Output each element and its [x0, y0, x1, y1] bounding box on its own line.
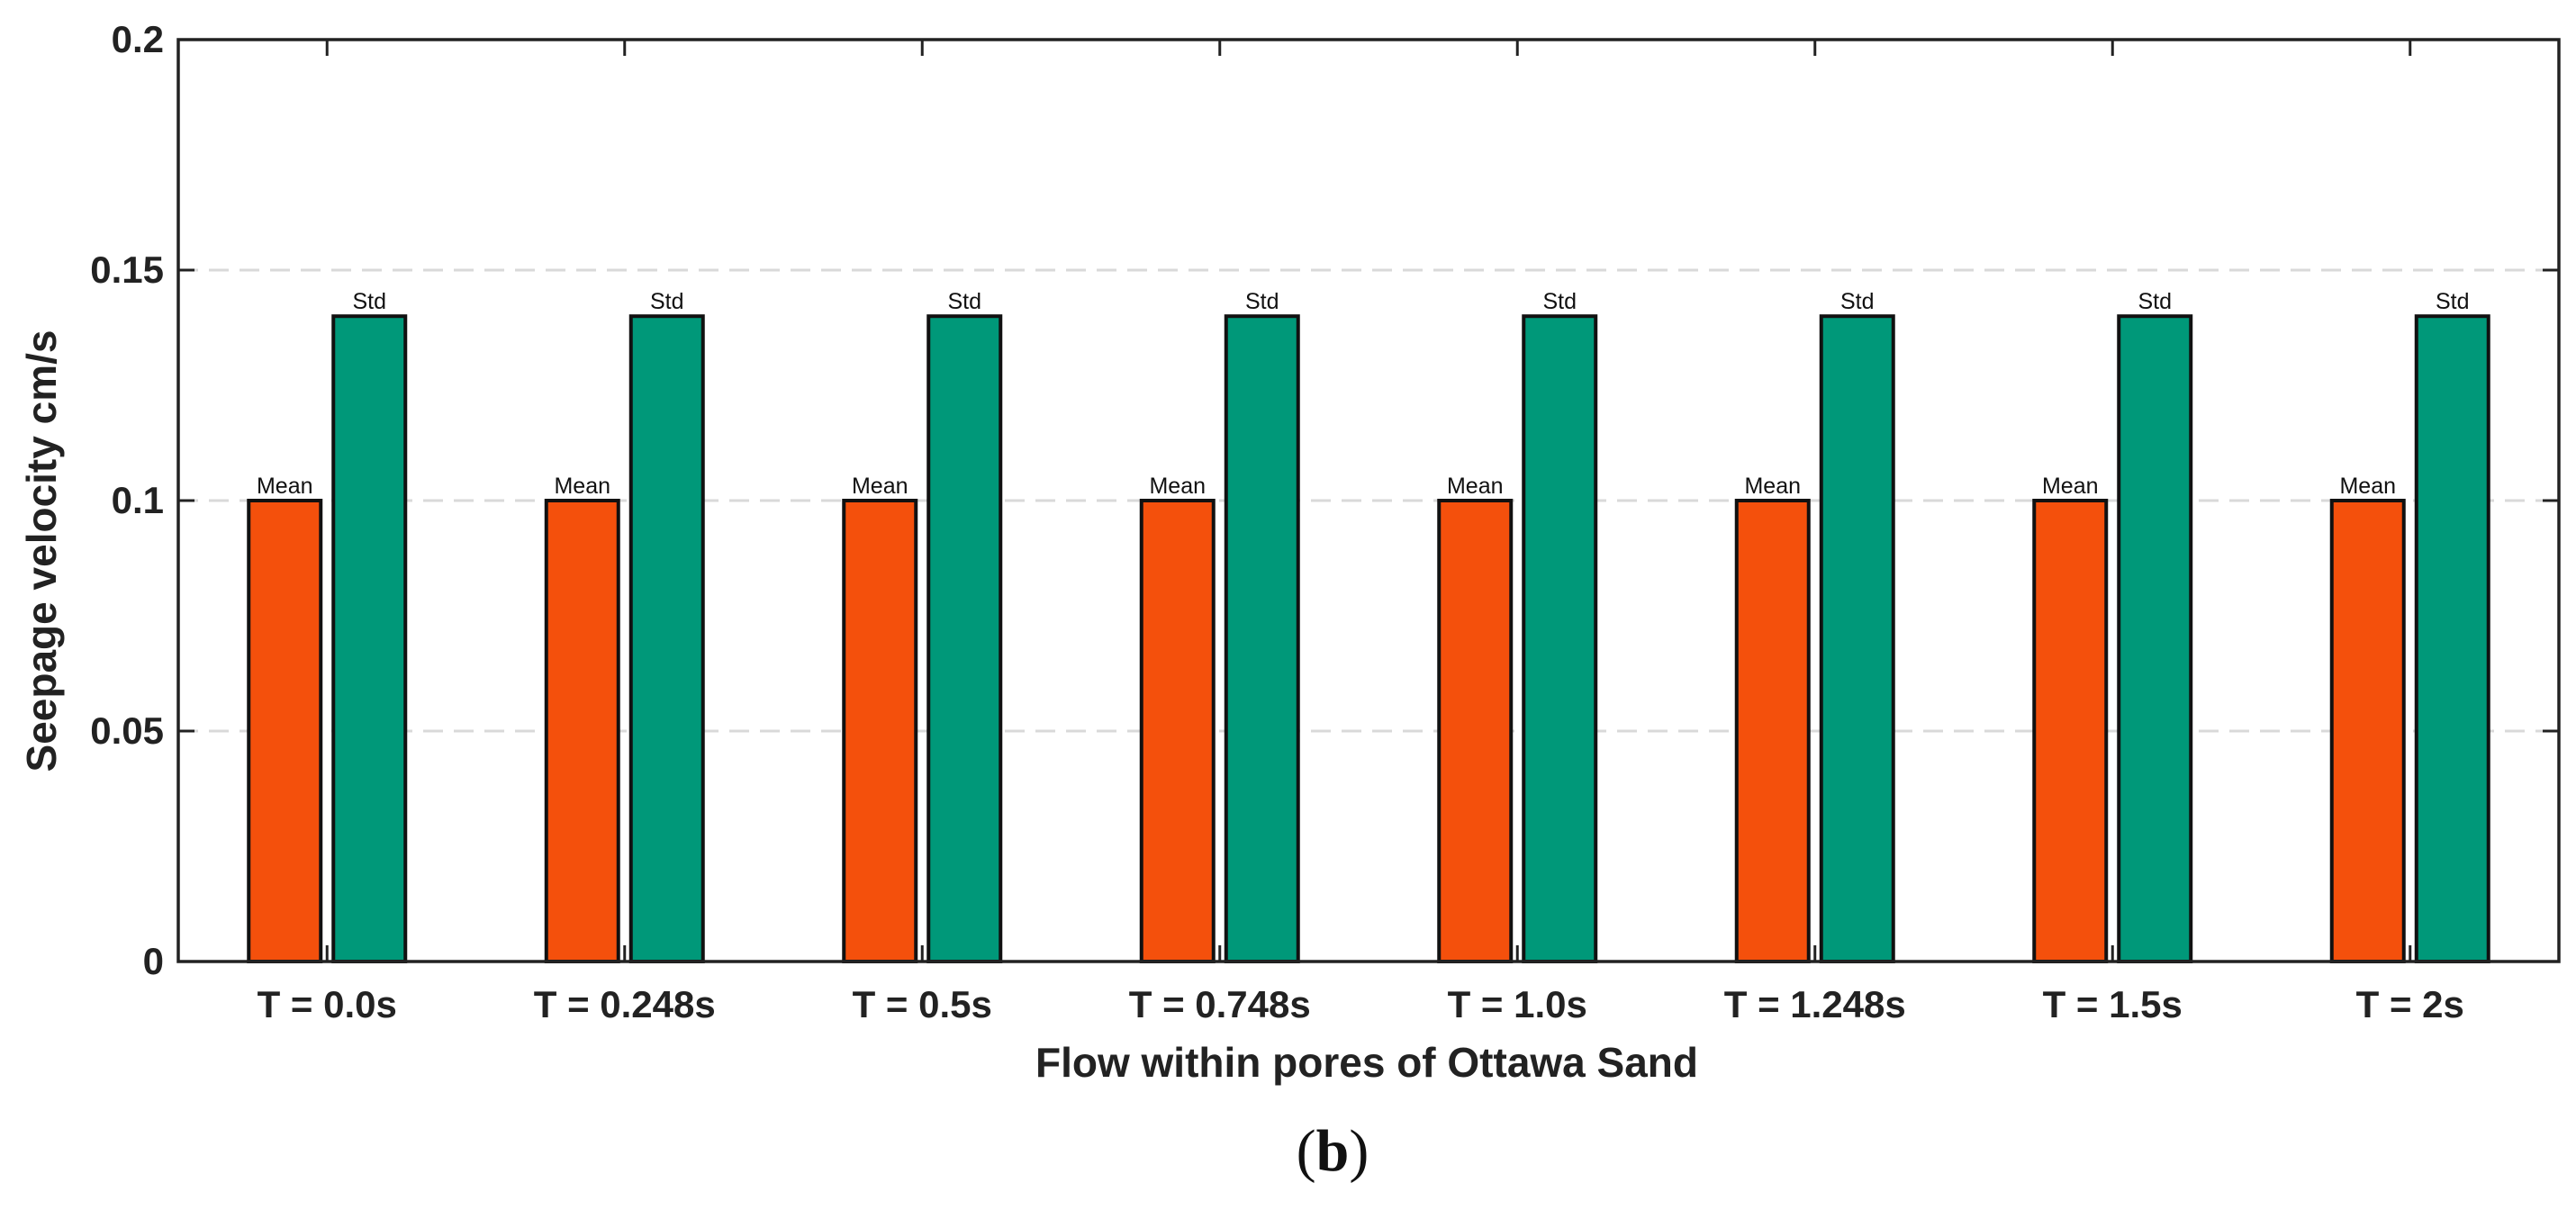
bar-mean: [544, 499, 620, 963]
y-tick-label: 0.05: [90, 709, 164, 752]
y-axis-title: Seepage velocity cm/s: [18, 330, 65, 772]
bar-std: [331, 314, 408, 963]
x-tick-label: T = 2s: [2356, 983, 2464, 1025]
bar-data-label: Mean: [1149, 474, 1206, 499]
subfigure-label: (b): [1297, 1118, 1369, 1184]
x-tick-label: T = 0.248s: [534, 983, 716, 1025]
x-tick-label: T = 0.0s: [258, 983, 397, 1025]
subfigure-label-letter: b: [1316, 1118, 1350, 1184]
bar-data-label: Std: [1245, 289, 1279, 314]
bar-data-label: Mean: [1447, 474, 1504, 499]
bar-std: [1819, 314, 1895, 963]
y-tick-label: 0: [143, 940, 164, 982]
bar-data-label: Std: [947, 289, 981, 314]
bar-data-label: Std: [352, 289, 386, 314]
x-tick-label: T = 1.0s: [1448, 983, 1587, 1025]
x-axis-title: Flow within pores of Ottawa Sand: [1035, 1039, 1698, 1086]
bar-data-label: Mean: [1744, 474, 1801, 499]
bar-data-label: Std: [1542, 289, 1577, 314]
bar-mean: [1437, 499, 1514, 963]
subfigure-label-open: (: [1297, 1118, 1316, 1184]
bar-data-label: Mean: [554, 474, 610, 499]
x-tick-label: T = 1.248s: [1724, 983, 1906, 1025]
bar-mean: [1139, 499, 1216, 963]
bar-std: [926, 314, 1003, 963]
bar-mean: [2329, 499, 2406, 963]
bar-data-label: Mean: [852, 474, 908, 499]
y-tick-label: 0.15: [90, 248, 164, 291]
bar-data-label: Std: [650, 289, 684, 314]
bar-mean: [1734, 499, 1811, 963]
bar-data-label: Std: [2138, 289, 2172, 314]
y-tick-label: 0.1: [112, 479, 164, 521]
bar-data-label: Mean: [2339, 474, 2396, 499]
bar-data-label: Std: [1840, 289, 1875, 314]
x-tick-label: T = 1.5s: [2043, 983, 2183, 1025]
bar-mean: [842, 499, 918, 963]
bar-mean: [2032, 499, 2109, 963]
grid-lines: [178, 268, 2559, 733]
bar-mean: [247, 499, 323, 963]
bar-data-label: Std: [2436, 289, 2470, 314]
bar-std: [1522, 314, 1598, 963]
x-tick-label: T = 0.748s: [1129, 983, 1311, 1025]
bar-std: [1224, 314, 1300, 963]
bar-std: [628, 314, 705, 963]
bars: Mean Std Mean Std Mean Std Mean Std Mean Std Mean S…: [247, 289, 2490, 963]
bar-std: [2117, 314, 2193, 963]
axis-ticks: 0 0.05 0.1 0.15 0.2 T = 0.0s T = 0.248s T = 0.5…: [90, 18, 2559, 1025]
y-tick-label: 0.2: [112, 18, 164, 60]
bar-data-label: Mean: [2042, 474, 2099, 499]
x-tick-label: T = 0.5s: [853, 983, 992, 1025]
bar-std: [2414, 314, 2490, 963]
bar-data-label: Mean: [257, 474, 313, 499]
subfigure-label-close: ): [1349, 1118, 1369, 1184]
